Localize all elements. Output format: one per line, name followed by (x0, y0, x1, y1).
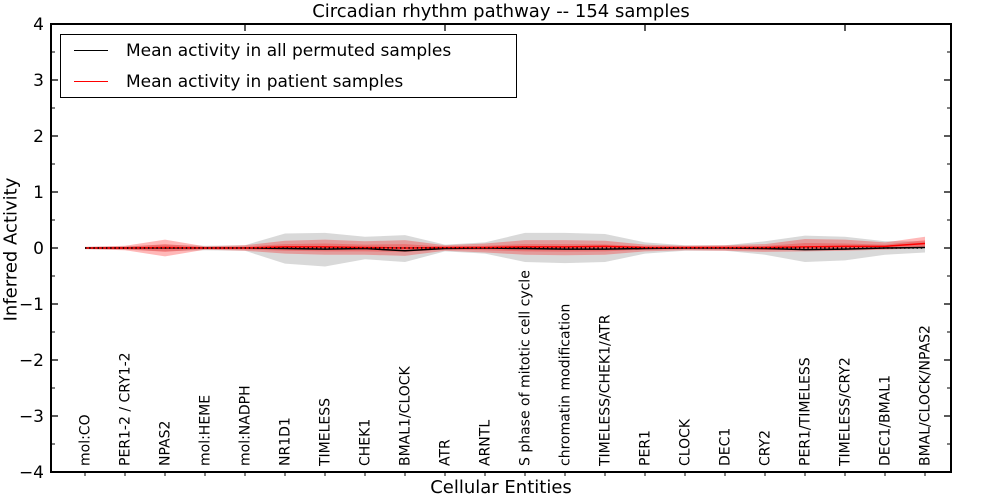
x-entity-label: S phase of mitotic cell cycle (518, 270, 534, 466)
x-entity-label: BMAL1/CLOCK (398, 365, 414, 466)
x-entity-label: PER1-2 / CRY1-2 (118, 352, 134, 466)
x-entity-label: PER1 (638, 430, 654, 466)
x-entity-label: CLOCK (678, 418, 694, 466)
chart-title: Circadian rhythm pathway -- 154 samples (312, 1, 690, 22)
y-tick-label: −1 (19, 295, 44, 315)
x-entity-label: mol:CO (78, 414, 94, 466)
x-entity-label: mol:NADPH (238, 385, 254, 466)
red-line-swatch (74, 81, 108, 82)
y-tick-label: 0 (33, 239, 44, 259)
legend-entry-patient: Mean activity in patient samples (61, 66, 516, 97)
x-entity-label: TIMELESS/CHEK1/ATR (598, 314, 614, 467)
x-entity-label: PER1/TIMELESS (798, 357, 814, 466)
legend-label: Mean activity in all permuted samples (126, 40, 452, 61)
x-entity-label: TIMELESS/CRY2 (838, 357, 854, 467)
y-tick-label: 3 (33, 71, 44, 91)
y-tick-label: −3 (19, 407, 44, 427)
legend-box: Mean activity in all permuted samples Me… (60, 34, 517, 98)
x-entity-label: DEC1/BMAL1 (878, 375, 894, 466)
x-entity-label: DEC1 (718, 428, 734, 466)
x-entity-label: ARNTL (478, 420, 494, 466)
y-tick-label: 2 (33, 127, 44, 147)
x-entity-label: NPAS2 (158, 421, 174, 466)
x-entity-label: ATR (438, 439, 454, 466)
y-tick-label: 1 (33, 183, 44, 203)
legend-entry-permuted: Mean activity in all permuted samples (61, 35, 516, 66)
x-entity-label: BMAL/CLOCK/NPAS2 (918, 325, 934, 466)
black-line-swatch (74, 50, 108, 51)
band-permuted-samples-range (85, 232, 925, 267)
y-tick-label: −2 (19, 351, 44, 371)
y-tick-label: −4 (19, 463, 44, 483)
x-entity-label: mol:HEME (198, 395, 214, 466)
x-axis-label: Cellular Entities (430, 477, 572, 498)
x-entity-label: TIMELESS (318, 398, 334, 467)
x-entity-label: NR1D1 (278, 417, 294, 466)
x-entity-label: chromatin modification (558, 304, 574, 466)
x-entity-label: CRY2 (758, 430, 774, 466)
x-entity-label: CHEK1 (358, 419, 374, 466)
y-axis-label: Inferred Activity (0, 177, 22, 322)
legend-label: Mean activity in patient samples (126, 71, 404, 92)
y-tick-label: 4 (33, 15, 44, 35)
